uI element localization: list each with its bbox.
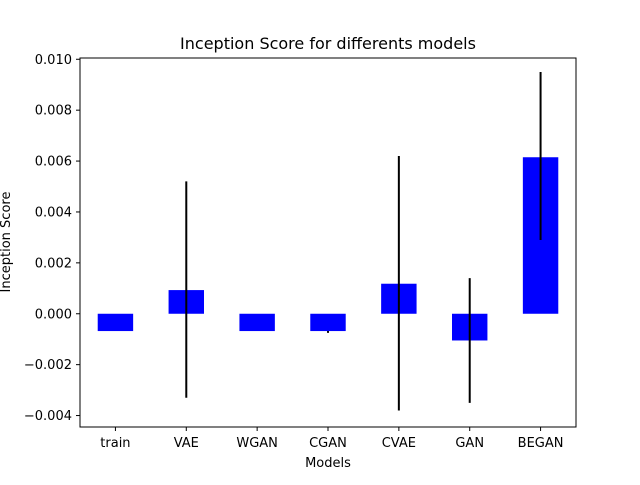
x-tick-label-gan: GAN: [455, 436, 484, 451]
y-tick-label-1: −0.002: [24, 358, 72, 373]
x-tick-label-vae: VAE: [174, 436, 199, 451]
bar-wgan: [239, 313, 275, 332]
y-axis: −0.004 −0.002 0.000 0.002 0.004 0.006 0.008 0.0…: [24, 53, 80, 424]
x-tick-label-train: train: [100, 436, 130, 451]
x-axis-label: Models: [305, 456, 351, 471]
y-tick-label-0: −0.004: [24, 409, 72, 424]
y-tick-label-7: 0.010: [35, 53, 72, 68]
bar-train: [97, 313, 134, 332]
error-bars-layer: [185, 71, 542, 411]
x-tick-label-cvae: CVAE: [382, 436, 416, 451]
y-tick-label-5: 0.006: [35, 155, 72, 170]
y-tick-label-6: 0.008: [35, 104, 72, 119]
y-tick-label-4: 0.004: [35, 205, 72, 220]
x-tick-label-began: BEGAN: [518, 436, 564, 451]
bar-cgan: [310, 313, 346, 332]
x-tick-label-wgan: WGAN: [236, 436, 278, 451]
x-axis: train VAE WGAN CGAN CVAE GAN BEGAN: [100, 427, 563, 451]
x-tick-label-cgan: CGAN: [309, 436, 347, 451]
y-tick-label-3: 0.002: [35, 256, 72, 271]
y-tick-label-2: 0.000: [35, 307, 72, 322]
y-axis-label: Inception Score: [0, 192, 14, 293]
chart-title: Inception Score for differents models: [180, 34, 476, 53]
